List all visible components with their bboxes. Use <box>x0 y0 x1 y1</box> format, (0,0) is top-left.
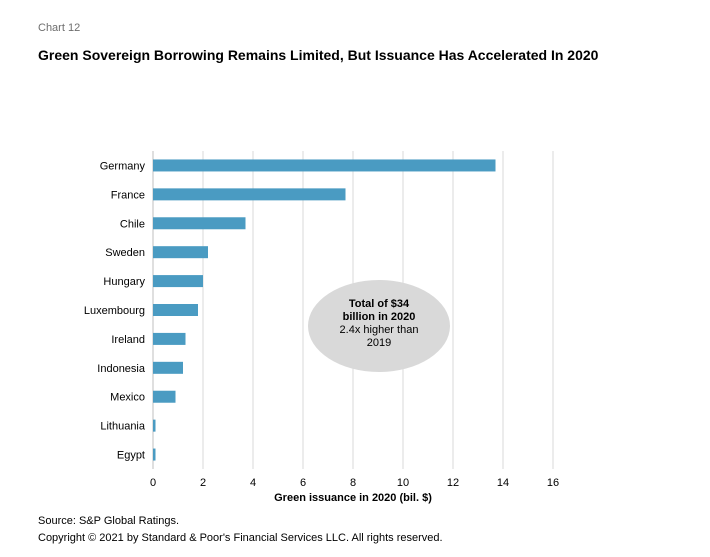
annotation-line-2: billion in 2020 <box>343 311 416 323</box>
bar-chile <box>153 217 246 230</box>
bar-egypt <box>153 448 156 461</box>
x-tick-label: 4 <box>250 477 256 489</box>
x-axis-label: Green issuance in 2020 (bil. $) <box>274 492 432 504</box>
category-label: Sweden <box>105 247 145 259</box>
annotation-line-1: Total of $34 <box>349 298 410 310</box>
x-tick-label: 6 <box>300 477 306 489</box>
category-label: Germany <box>100 160 146 172</box>
x-tick-label: 0 <box>150 477 156 489</box>
copyright-note: Copyright © 2021 by Standard & Poor's Fi… <box>38 532 443 544</box>
annotation-line-4: 2019 <box>367 337 391 349</box>
annotation-ellipse <box>308 280 450 372</box>
x-tick-label: 16 <box>547 477 559 489</box>
category-label: Indonesia <box>97 363 146 375</box>
category-label: Ireland <box>111 334 145 346</box>
x-tick-labels: 0 2 4 6 8 10 12 14 16 <box>150 477 559 489</box>
gridlines <box>152 151 554 469</box>
bar-luxembourg <box>153 304 198 316</box>
x-tick-label: 14 <box>497 477 509 489</box>
category-label: Hungary <box>103 276 145 288</box>
category-label: Egypt <box>117 450 145 462</box>
source-note: Source: S&P Global Ratings. <box>38 515 180 527</box>
category-label: Lithuania <box>100 421 146 433</box>
bar-ireland <box>153 332 186 345</box>
bar-lithuania <box>153 419 156 432</box>
x-tick-label: 8 <box>350 477 356 489</box>
category-labels: Germany France Chile Sweden Hungary Luxembour… <box>84 160 146 461</box>
category-label: Luxembourg <box>84 305 145 317</box>
category-label: Mexico <box>110 392 145 404</box>
x-tick-label: 2 <box>200 477 206 489</box>
chart-label: Chart 12 <box>38 22 81 34</box>
bar-hungary <box>153 275 203 288</box>
bars <box>153 159 496 461</box>
bar-mexico <box>153 390 176 403</box>
category-label: Chile <box>120 218 145 230</box>
bar-france <box>153 188 346 201</box>
category-label: France <box>111 189 145 201</box>
x-tick-label: 10 <box>397 477 409 489</box>
total-annotation: Total of $34 billion in 2020 2.4x higher… <box>308 280 450 372</box>
chart-title: Green Sovereign Borrowing Remains Limite… <box>38 47 599 63</box>
annotation-line-3: 2.4x higher than <box>340 324 419 336</box>
bar-sweden <box>153 246 208 259</box>
bar-indonesia <box>153 361 183 374</box>
x-tick-label: 12 <box>447 477 459 489</box>
bar-germany <box>153 159 496 172</box>
